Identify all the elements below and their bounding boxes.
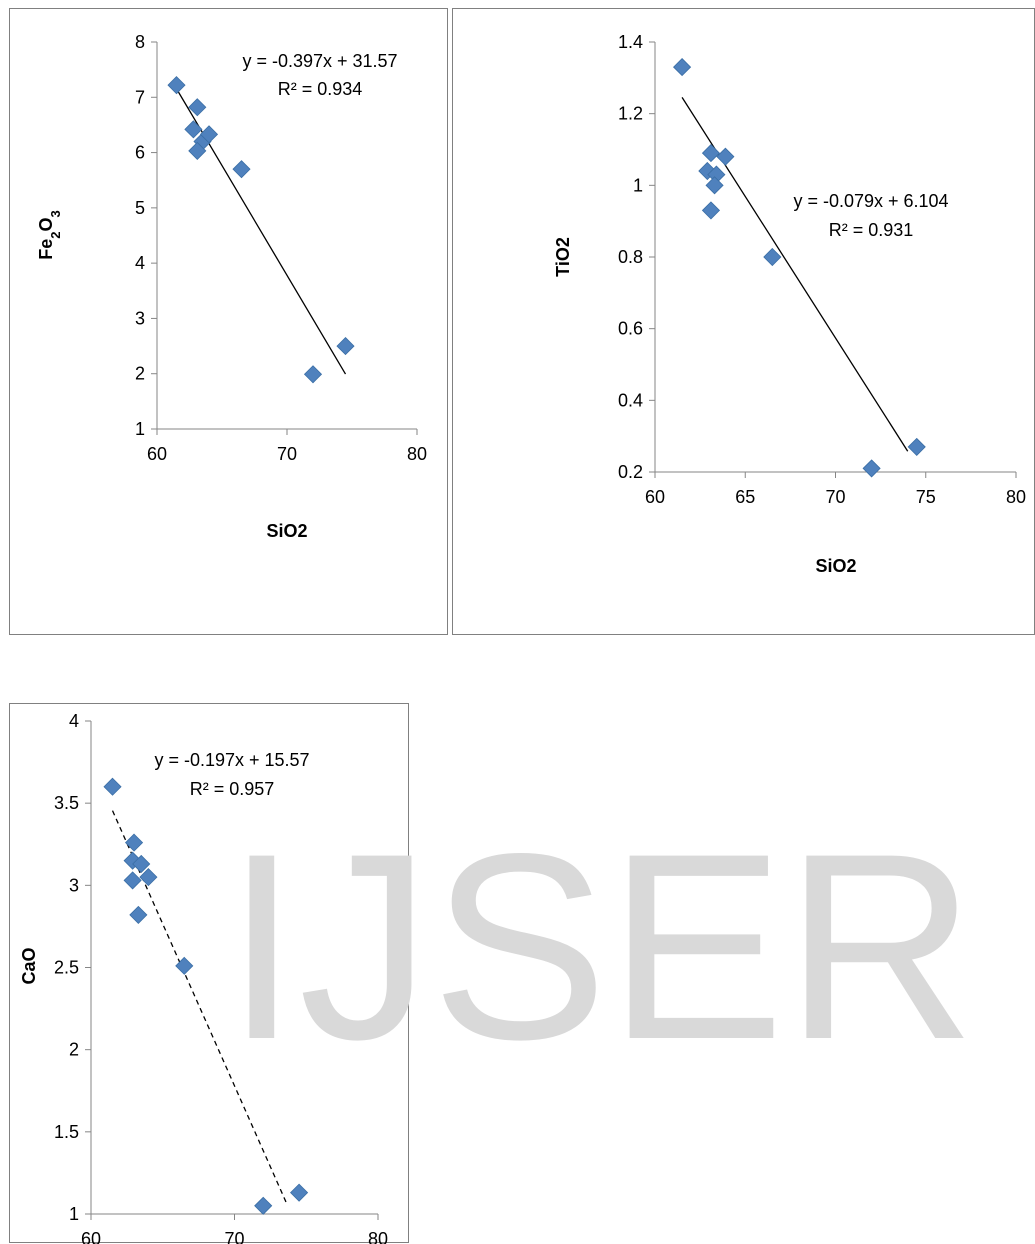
data-point	[705, 176, 724, 195]
x-axis-title: SiO2	[815, 556, 856, 576]
chart-tio2: 0.2 0.4 0.6 0.8 1 1.2 1.4 60 65 70 75 80 y = -0.079x…	[553, 32, 1026, 576]
y-axis-title-subscript: 3	[48, 210, 63, 217]
x-axis-title: SiO2	[266, 521, 307, 541]
x-tick-label: 80	[368, 1229, 388, 1244]
data-point	[139, 868, 158, 887]
chart-fe2o3-panel: 1 2 3 4 5 6 7 8 60 70 80 y = -0.397x + 31.57 R² = 0.…	[9, 8, 448, 635]
y-tick-label: 0.8	[618, 247, 643, 267]
data-point	[290, 1183, 309, 1202]
trend-equation: y = -0.079x + 6.104	[793, 191, 948, 211]
r-squared: R² = 0.934	[278, 79, 363, 99]
data-point	[336, 337, 355, 356]
data-point	[199, 125, 219, 144]
y-tick-label: 1	[69, 1204, 79, 1224]
y-tick-label: 1	[135, 419, 145, 439]
x-tick-label: 70	[224, 1229, 244, 1244]
data-point	[673, 58, 692, 77]
y-tick-label: 3	[135, 308, 145, 328]
x-tick-label: 80	[1006, 487, 1026, 507]
y-tick-label: 2	[69, 1040, 79, 1060]
data-point	[232, 160, 251, 179]
data-point	[124, 833, 144, 852]
x-tick-label: 60	[645, 487, 665, 507]
data-point	[103, 777, 122, 796]
data-point	[701, 201, 721, 220]
r-squared: R² = 0.957	[190, 779, 275, 799]
y-tick-label: 2	[135, 364, 145, 384]
y-axis-title: TiO2	[553, 237, 573, 277]
trend-equation: y = -0.397x + 31.57	[242, 51, 397, 71]
x-tick-label: 65	[735, 487, 755, 507]
data-point	[167, 76, 186, 95]
y-tick-label: 1.4	[618, 32, 643, 52]
data-point	[188, 98, 207, 117]
y-tick-label: 4	[135, 253, 145, 273]
x-tick-label: 60	[81, 1229, 101, 1244]
y-tick-label: 0.2	[618, 462, 643, 482]
data-point	[862, 459, 881, 478]
data-point	[132, 854, 151, 874]
data-point	[701, 144, 721, 163]
y-tick-label: 7	[135, 87, 145, 107]
x-tick-label: 70	[277, 444, 297, 464]
y-tick-label: 1.2	[618, 104, 643, 124]
y-tick-label: 0.6	[618, 319, 643, 339]
data-point	[184, 120, 203, 139]
data-point	[254, 1196, 273, 1215]
y-tick-label: 1	[633, 175, 643, 195]
chart-cao-panel: 1 1.5 2 2.5 3 3.5 4 60 70 80 y = -0.197x + 15.57 R²…	[9, 703, 409, 1244]
x-tick-label: 80	[407, 444, 427, 464]
trendline	[175, 88, 347, 375]
data-point	[129, 905, 148, 924]
data-point	[188, 141, 207, 160]
y-tick-label: 3.5	[54, 793, 79, 813]
x-tick-label: 75	[916, 487, 936, 507]
y-tick-label: 3	[69, 875, 79, 895]
x-tick-label: 70	[825, 487, 845, 507]
r-squared: R² = 0.931	[829, 220, 914, 240]
y-axis-title-subscript: 2	[48, 232, 63, 239]
data-point	[716, 147, 735, 166]
data-point	[123, 871, 142, 890]
data-point	[303, 365, 323, 384]
y-axis-title-part: Fe	[36, 239, 56, 260]
y-tick-label: 6	[135, 143, 145, 163]
y-tick-label: 1.5	[54, 1122, 79, 1142]
y-tick-label: 8	[135, 32, 145, 52]
y-tick-label: 2.5	[54, 958, 79, 978]
chart-fe2o3: 1 2 3 4 5 6 7 8 60 70 80 y = -0.397x + 31.57 R² = 0.…	[36, 32, 427, 541]
chart-tio2-panel: 0.2 0.4 0.6 0.8 1 1.2 1.4 60 65 70 75 80 y = -0.079x…	[452, 8, 1035, 635]
chart-cao: 1 1.5 2 2.5 3 3.5 4 60 70 80 y = -0.197x + 15.57 R²…	[19, 711, 388, 1244]
y-tick-label: 5	[135, 198, 145, 218]
data-point	[175, 956, 194, 975]
y-tick-label: 0.4	[618, 390, 643, 410]
y-tick-label: 4	[69, 711, 79, 731]
x-tick-label: 60	[147, 444, 167, 464]
y-axis-title-part: O	[36, 217, 56, 231]
y-axis-title: CaO	[19, 947, 39, 984]
data-point	[907, 437, 926, 456]
y-axis-title: Fe2O3	[36, 210, 63, 260]
trend-equation: y = -0.197x + 15.57	[154, 750, 309, 770]
data-point	[763, 247, 782, 267]
